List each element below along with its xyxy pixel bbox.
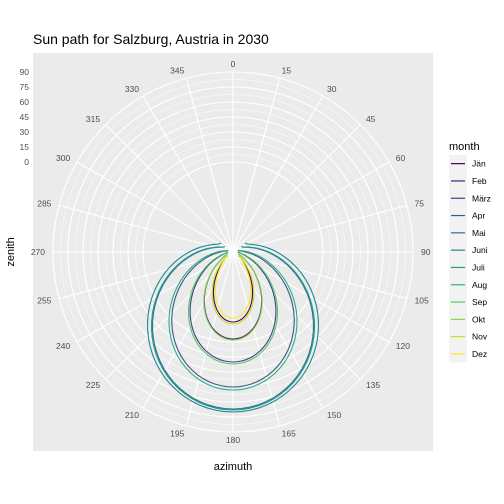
legend-label: Nov	[472, 332, 488, 342]
grid-spoke	[232, 204, 408, 253]
azimuth-tick-label: 75	[415, 198, 425, 208]
series-line-apr	[171, 250, 295, 388]
grid-spoke	[142, 95, 234, 253]
series-line-nov	[211, 255, 255, 325]
series-layer	[147, 242, 319, 413]
grid-spoke	[232, 124, 361, 253]
x-axis-title: azimuth	[214, 461, 253, 473]
grid-spoke	[232, 77, 281, 253]
zenith-tick-labels: 0 15 30 45 60 75 90	[20, 67, 30, 167]
azimuth-tick-label: 15	[282, 65, 292, 75]
zenith-tick-label: 0	[24, 157, 29, 167]
grid-spoke	[232, 251, 324, 409]
legend-label: Apr	[472, 211, 485, 221]
azimuth-tick-label: 105	[415, 296, 429, 306]
grid-spoke	[105, 124, 234, 253]
azimuth-tick-label: 300	[56, 153, 70, 163]
chart-title: Sun path for Salzburg, Austria in 2030	[33, 31, 269, 47]
grid-spoke	[232, 161, 390, 253]
zenith-tick-label: 75	[20, 82, 30, 92]
azimuth-tick-label: 165	[282, 429, 296, 439]
azimuth-tick-labels: 0 15 30 45 60 75 90 105 120 135 150 165 180 195 210 225…	[31, 59, 431, 445]
azimuth-tick-label: 60	[396, 153, 406, 163]
azimuth-tick-label: 30	[327, 84, 337, 94]
legend-label: Jän	[472, 159, 486, 169]
azimuth-tick-label: 315	[86, 114, 100, 124]
legend-label: Aug	[472, 280, 487, 290]
series-line-juli	[150, 245, 316, 411]
grid-spoke	[232, 95, 324, 253]
azimuth-tick-label: 120	[396, 341, 410, 351]
azimuth-tick-label: 180	[226, 435, 240, 445]
legend-title: month	[449, 141, 480, 153]
azimuth-tick-label: 240	[56, 341, 70, 351]
legend: month Jän Feb März Apr Mai Juni Juli Aug Sep Okt N…	[449, 141, 491, 363]
azimuth-tick-label: 150	[327, 410, 341, 420]
azimuth-tick-label: 210	[125, 410, 139, 420]
azimuth-tick-label: 45	[366, 114, 376, 124]
zenith-tick-label: 45	[20, 112, 30, 122]
azimuth-tick-label: 330	[125, 84, 139, 94]
azimuth-tick-label: 90	[421, 247, 431, 257]
grid-spoke	[185, 77, 234, 253]
legend-label: Dez	[472, 349, 487, 359]
azimuth-tick-label: 285	[37, 198, 51, 208]
series-line-juni	[147, 242, 319, 413]
grid-spoke	[76, 161, 234, 253]
series-line-dez	[214, 256, 252, 319]
azimuth-tick-label: 255	[37, 296, 51, 306]
series-line-jän	[212, 255, 254, 323]
zenith-tick-label: 60	[20, 97, 30, 107]
series-line-sep	[187, 251, 279, 365]
azimuth-tick-label: 270	[31, 247, 45, 257]
legend-items: Jän Feb März Apr Mai Juni Juli Aug Sep Okt Nov Dez	[449, 155, 491, 363]
zenith-tick-label: 15	[20, 142, 30, 152]
legend-label: Sep	[472, 297, 487, 307]
grid-spoke	[142, 251, 234, 409]
azimuth-tick-label: 135	[366, 380, 380, 390]
grid-spoke	[185, 251, 234, 427]
series-line-aug	[168, 249, 298, 391]
azimuth-tick-label: 195	[170, 429, 184, 439]
azimuth-tick-label: 0	[231, 59, 236, 69]
legend-label: Juli	[472, 262, 485, 272]
zenith-tick-label: 90	[20, 67, 30, 77]
legend-label: Feb	[472, 176, 487, 186]
azimuth-tick-label: 345	[170, 65, 184, 75]
legend-label: Juni	[472, 245, 488, 255]
zenith-tick-label: 30	[20, 127, 30, 137]
legend-label: Okt	[472, 314, 486, 324]
grid-spoke	[232, 251, 281, 427]
series-line-okt	[203, 253, 263, 341]
series-line-märz	[189, 251, 277, 363]
y-axis-title: zenith	[5, 237, 17, 266]
legend-label: März	[472, 193, 491, 203]
series-line-mai	[151, 246, 315, 410]
polar-grid	[52, 71, 414, 433]
legend-label: Mai	[472, 228, 486, 238]
azimuth-tick-label: 225	[86, 380, 100, 390]
grid-spoke	[58, 204, 234, 253]
